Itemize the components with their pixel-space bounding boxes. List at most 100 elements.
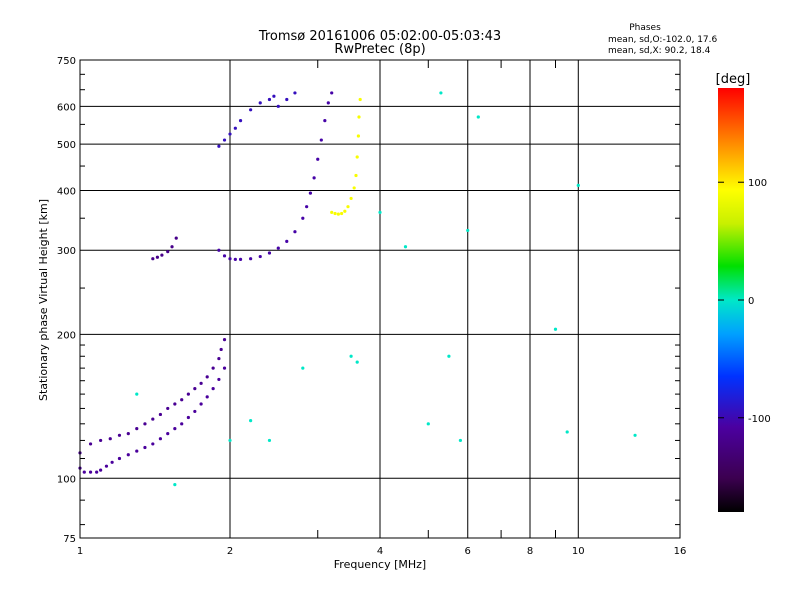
data-point [355,360,359,364]
data-point [126,453,130,457]
data-point [476,115,480,119]
data-point [199,381,203,385]
data-point [346,205,350,209]
data-point [151,257,155,261]
data-point [219,347,223,352]
data-point [108,437,112,441]
data-point [565,430,569,434]
data-point [356,134,360,138]
data-point [193,409,197,414]
y-tick-label: 600 [57,102,76,113]
data-point [249,257,253,261]
x-axis-label: Frequency [MHz] [334,558,426,571]
data-point [272,94,276,98]
data-point [88,470,93,474]
data-point [301,366,305,370]
data-point [319,138,323,142]
data-point [173,402,177,406]
y-tick-label: 200 [57,330,76,341]
data-point [403,245,408,249]
data-point [186,392,190,396]
data-point [158,412,163,417]
data-point [349,196,353,201]
data-point [143,445,147,450]
data-point [358,97,362,102]
data-point [135,392,139,396]
x-tick-label: 2 [227,546,233,557]
data-point [211,387,215,391]
x-tick-label: 10 [572,546,585,557]
series-3 [217,91,297,148]
data-point [160,253,164,257]
data-point [267,97,272,102]
data-point [357,115,361,119]
data-point [88,442,93,446]
data-point [180,422,184,426]
data-point [205,375,209,379]
data-point [110,460,114,464]
data-point [466,228,470,233]
data-point [293,91,297,95]
data-point [439,91,443,95]
data-point [249,419,253,423]
phases-title: Phases [629,23,661,33]
plot-frame [79,59,681,539]
data-point [553,327,558,331]
data-point [293,230,297,234]
data-point [323,119,327,123]
data-point [170,245,174,249]
data-point [426,422,430,426]
data-point [173,427,177,431]
data-point [126,432,130,436]
data-point [336,212,340,216]
data-point [174,236,178,240]
data-point [99,438,103,443]
data-point [276,104,280,108]
data-point [316,157,320,161]
data-point [217,144,221,148]
data-point [447,354,451,358]
data-point [330,91,334,95]
data-point [180,398,184,402]
data-point [238,119,243,123]
y-tick-label: 100 [57,474,76,485]
series-0 [78,366,227,474]
data-point [166,406,170,411]
x-tick-label: 1 [77,546,83,557]
y-axis: 75 100 200 300 400 500 600 750 [57,56,680,545]
colorbar-label: [deg] [716,72,751,87]
data-point [173,483,177,487]
data-point [258,254,262,259]
colorbar-ticks: -100 0 100 [718,178,771,425]
data-point [330,210,334,214]
data-point [117,456,122,461]
x-tick-label: 6 [465,546,471,557]
data-point [333,211,337,216]
data-point [349,354,353,358]
data-point [312,176,316,180]
data-point [326,101,330,105]
data-point [378,210,382,214]
x-tick-label: 16 [674,546,687,557]
data-point [228,132,232,136]
data-point [458,438,463,443]
chart-subtitle: RwPretec (8p) [334,42,425,57]
data-point [258,101,262,105]
data-point [340,211,344,216]
series-2 [217,91,334,262]
data-point [222,366,227,370]
data-point [199,402,203,406]
data-point [151,442,155,446]
data-point [193,387,197,391]
data-point [222,254,227,258]
data-point [308,191,313,195]
colorbar-tick-label: 0 [748,296,754,307]
y-tick-label: 300 [57,246,76,257]
y-axis-label: Stationary phase Virtual Height [km] [37,199,50,401]
x-axis: 1 2 4 6 8 10 16 [77,60,687,557]
data-point [354,173,358,178]
data-point [633,433,637,437]
data-point [217,377,221,382]
data-point [158,437,163,441]
data-point [222,338,227,342]
